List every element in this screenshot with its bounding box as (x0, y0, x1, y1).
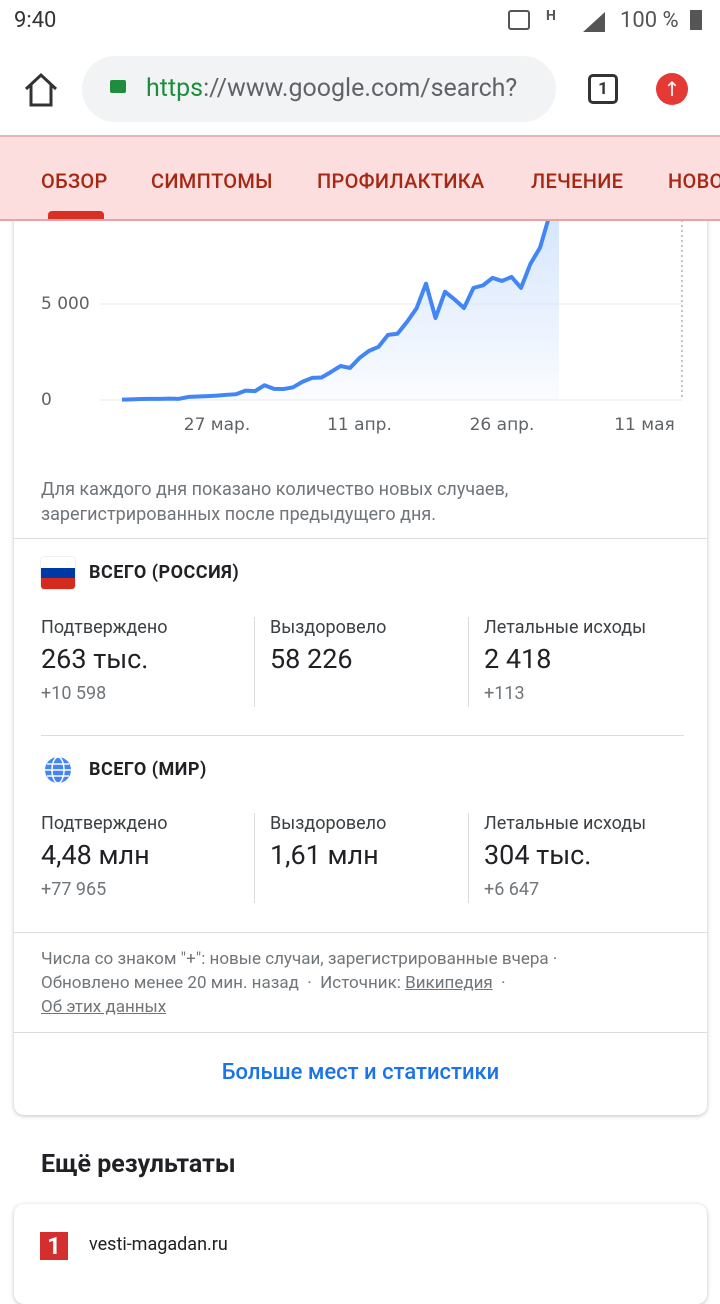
line (121, 195, 561, 402)
url: https://www.google.com/search? (146, 74, 517, 103)
vibrate-icon (508, 10, 530, 30)
signal-icon (583, 12, 605, 32)
url-scheme: https (146, 74, 204, 103)
flag-icon (41, 557, 75, 589)
divider (14, 538, 707, 539)
x-tick-label: 11 мая (614, 415, 675, 435)
updated: Обновлено менее 20 мин. назад (41, 973, 299, 993)
tab[interactable]: ОБЗОР (41, 169, 108, 193)
stat-label: Подтверждено (41, 813, 168, 834)
column-divider (254, 813, 255, 903)
result-site[interactable]: vesti-magadan.ru (89, 1234, 228, 1255)
area (122, 195, 559, 400)
tab[interactable]: НОВОСТИ (668, 169, 720, 193)
stat-value: 4,48 млн (41, 839, 150, 871)
divider (41, 735, 684, 736)
home-icon[interactable] (22, 72, 60, 108)
stat-label: Летальные исходы (484, 813, 647, 834)
tab-indicator (48, 211, 104, 219)
note: Для каждого дня показано количество новы… (41, 479, 509, 525)
x-tick-label: 27 мар. (184, 415, 250, 435)
tab[interactable]: СИМПТОМЫ (151, 169, 273, 193)
tab[interactable]: ЛЕЧЕНИЕ (531, 169, 624, 193)
source-label: Источник: (320, 973, 401, 993)
net-icon: H (546, 8, 556, 24)
y-tick-label: 0 (41, 390, 52, 410)
site-logo: 1 (40, 1232, 68, 1260)
column-divider (468, 813, 469, 903)
chart: 0 5 000 27 мар. 11 апр. 26 апр. 11 мая (41, 195, 683, 435)
tab[interactable]: ПРОФИЛАКТИКА (317, 169, 485, 193)
time: 9:40 (14, 8, 57, 33)
divider (14, 1032, 707, 1033)
divider (14, 932, 707, 933)
column-divider (468, 617, 469, 707)
battery-icon (690, 10, 702, 30)
url-rest: ://www.google.com/search? (203, 74, 518, 103)
world-title: ВСЕГО (МИР) (89, 759, 207, 780)
more-results: Ещё результаты (41, 1150, 236, 1179)
globe-icon (45, 756, 71, 784)
update-icon[interactable]: ↑ (656, 73, 688, 105)
footer-line: Числа со знаком "+": новые случаи, зарег… (41, 949, 549, 969)
footer: Числа со знаком "+": новые случаи, зарег… (41, 949, 558, 1017)
stat-value: 2 418 (484, 643, 552, 675)
source-link[interactable]: Википедия (405, 973, 493, 993)
x-tick-label: 26 апр. (470, 415, 535, 435)
y-tick-label: 5 000 (41, 294, 90, 314)
stat-value: 58 226 (270, 643, 353, 675)
russia-title: ВСЕГО (РОССИЯ) (89, 562, 240, 583)
about-link[interactable]: Об этих данных (41, 997, 167, 1017)
battery: 100 % (620, 8, 679, 33)
lock-icon (110, 80, 126, 93)
stat-delta: +113 (484, 683, 525, 704)
column-divider (254, 617, 255, 707)
stat-label: Летальные исходы (484, 617, 647, 638)
tab-count[interactable]: 1 (588, 74, 618, 104)
stat-value: 263 тыс. (41, 643, 149, 675)
stat-label: Выздоровело (270, 617, 387, 638)
stat-label: Подтверждено (41, 617, 168, 638)
x-tick-label: 11 апр. (327, 415, 392, 435)
url-bar[interactable]: https://www.google.com/search? (82, 56, 556, 122)
tab-bar: ОБЗОР СИМПТОМЫ ПРОФИЛАКТИКА ЛЕЧЕНИЕ НОВОСТИ (0, 135, 720, 221)
stat-delta: +77 965 (41, 879, 107, 900)
stat-label: Выздоровело (270, 813, 387, 834)
stat-value: 304 тыс. (484, 839, 592, 871)
more-link[interactable]: Больше мест и статистики (221, 1060, 500, 1085)
stat-delta: +6 647 (484, 879, 540, 900)
stat-value: 1,61 млн (270, 839, 379, 871)
stat-delta: +10 598 (41, 683, 107, 704)
